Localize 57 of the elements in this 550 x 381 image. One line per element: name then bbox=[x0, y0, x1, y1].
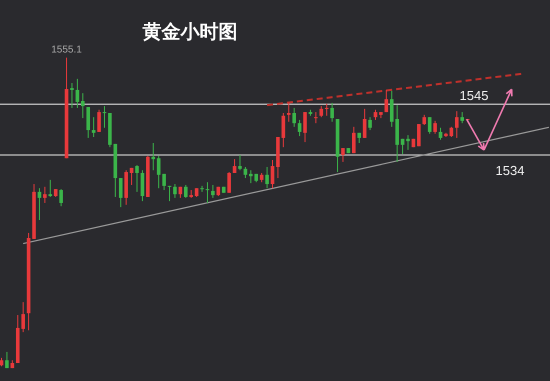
candlestick bbox=[438, 127, 442, 140]
candlestick bbox=[81, 92, 85, 119]
candlestick bbox=[428, 116, 432, 134]
candlestick bbox=[92, 116, 96, 138]
candlestick bbox=[86, 106, 90, 138]
annotation: 1555.1 bbox=[51, 44, 82, 56]
candlestick bbox=[454, 110, 459, 138]
candlestick bbox=[232, 158, 236, 174]
candlestick bbox=[282, 112, 286, 148]
candlestick bbox=[43, 186, 47, 204]
candlestick bbox=[265, 166, 269, 189]
candlestick bbox=[211, 184, 215, 198]
candlestick bbox=[319, 106, 324, 118]
candlestick bbox=[21, 302, 25, 333]
candlestick bbox=[244, 166, 248, 179]
candlestick bbox=[184, 184, 188, 198]
candlestick bbox=[168, 185, 172, 202]
candlestick bbox=[238, 154, 242, 171]
candlestick bbox=[292, 107, 296, 128]
candlestick bbox=[324, 103, 328, 116]
candlestick bbox=[433, 120, 437, 134]
candlestick bbox=[460, 112, 464, 124]
candlestick bbox=[76, 78, 80, 108]
candlestick bbox=[162, 173, 166, 191]
candlestick bbox=[450, 126, 454, 138]
ref-line-label: 1534 bbox=[496, 162, 524, 178]
candlestick bbox=[362, 108, 366, 138]
candlestick bbox=[173, 184, 177, 198]
candlestick bbox=[206, 182, 210, 204]
candlestick bbox=[422, 114, 426, 126]
candlestick bbox=[384, 89, 388, 113]
candlestick bbox=[314, 112, 318, 124]
candlestick bbox=[118, 178, 123, 208]
candlestick bbox=[341, 148, 345, 162]
candlestick bbox=[156, 155, 160, 189]
candlestick bbox=[286, 102, 291, 122]
candlestick bbox=[303, 112, 307, 143]
candlestick bbox=[70, 82, 74, 108]
candlestick bbox=[390, 90, 394, 128]
text: 黄金小时图 bbox=[142, 21, 238, 43]
candlestick bbox=[352, 126, 356, 154]
candlestick bbox=[227, 172, 231, 194]
candlestick bbox=[102, 106, 106, 128]
candlestick bbox=[59, 188, 63, 207]
candlestick bbox=[5, 351, 9, 369]
candlestick bbox=[38, 188, 42, 221]
candlestick bbox=[130, 167, 134, 186]
candlestick bbox=[140, 170, 144, 202]
candlestick bbox=[368, 116, 372, 131]
candlestick bbox=[330, 102, 334, 122]
candlestick bbox=[417, 124, 421, 147]
candlestick bbox=[48, 179, 52, 198]
candlestick bbox=[135, 164, 139, 192]
candlestick bbox=[97, 109, 101, 132]
ref-line-label: 1545 bbox=[460, 88, 488, 104]
candlestick bbox=[260, 172, 264, 183]
candlestick bbox=[298, 119, 302, 137]
